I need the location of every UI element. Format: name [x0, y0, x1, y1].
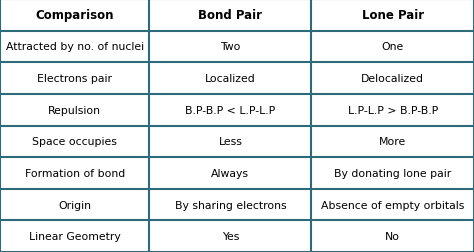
Bar: [0, 32, 149, 63]
Text: Yes: Yes: [222, 231, 239, 241]
Text: Electrons pair: Electrons pair: [37, 74, 112, 84]
Bar: [0, 189, 149, 220]
Text: Bond Pair: Bond Pair: [198, 9, 263, 22]
Bar: [149, 0, 311, 32]
Bar: [311, 94, 474, 126]
Text: Delocalized: Delocalized: [361, 74, 424, 84]
Bar: [311, 220, 474, 252]
Bar: [311, 158, 474, 189]
Bar: [149, 220, 311, 252]
Bar: [0, 220, 149, 252]
Bar: [311, 32, 474, 63]
Bar: [149, 126, 311, 158]
Bar: [311, 63, 474, 94]
Bar: [311, 189, 474, 220]
Bar: [0, 0, 149, 32]
Text: Absence of empty orbitals: Absence of empty orbitals: [321, 200, 465, 210]
Text: No: No: [385, 231, 400, 241]
Text: Localized: Localized: [205, 74, 256, 84]
Bar: [149, 63, 311, 94]
Text: One: One: [382, 42, 404, 52]
Bar: [0, 63, 149, 94]
Text: Lone Pair: Lone Pair: [362, 9, 424, 22]
Bar: [149, 32, 311, 63]
Text: More: More: [379, 137, 406, 147]
Text: Always: Always: [211, 168, 249, 178]
Text: Attracted by no. of nuclei: Attracted by no. of nuclei: [6, 42, 144, 52]
Text: By sharing electrons: By sharing electrons: [174, 200, 286, 210]
Text: Comparison: Comparison: [36, 9, 114, 22]
Bar: [149, 158, 311, 189]
Text: L.P-L.P > B.P-B.P: L.P-L.P > B.P-B.P: [347, 105, 438, 115]
Text: By donating lone pair: By donating lone pair: [334, 168, 451, 178]
Text: Linear Geometry: Linear Geometry: [29, 231, 120, 241]
Text: Two: Two: [220, 42, 240, 52]
Text: Space occupies: Space occupies: [32, 137, 117, 147]
Bar: [0, 158, 149, 189]
Bar: [0, 94, 149, 126]
Text: Formation of bond: Formation of bond: [25, 168, 125, 178]
Bar: [0, 126, 149, 158]
Text: Repulsion: Repulsion: [48, 105, 101, 115]
Bar: [311, 0, 474, 32]
Text: Origin: Origin: [58, 200, 91, 210]
Bar: [149, 189, 311, 220]
Text: B.P-B.P < L.P-L.P: B.P-B.P < L.P-L.P: [185, 105, 275, 115]
Bar: [311, 126, 474, 158]
Bar: [149, 94, 311, 126]
Text: Less: Less: [219, 137, 242, 147]
